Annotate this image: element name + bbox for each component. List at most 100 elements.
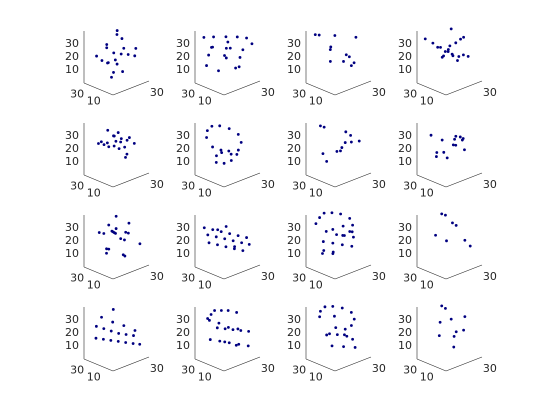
x-tick-label: 30 [372,362,386,375]
z-tick-label: 20 [287,142,301,155]
point [205,136,208,139]
point [102,337,105,341]
point [208,318,211,322]
x-tick-label: 30 [261,270,275,283]
point [231,328,235,331]
point [115,62,119,66]
point [112,71,115,74]
z-tick-label: 30 [398,313,412,326]
y-tick-label: 30 [292,88,306,101]
point [341,224,345,228]
point [219,148,223,152]
point [224,46,228,50]
point [460,138,464,142]
point [335,150,339,153]
z-tick-label: 30 [287,37,301,50]
point [224,245,228,249]
z-tick-label: 30 [398,129,412,142]
y-axis-line [194,82,225,96]
z-tick-label: 20 [65,234,79,247]
point [107,247,111,251]
point [330,344,334,348]
point [235,311,239,314]
point [218,124,222,128]
point [238,56,242,59]
point [454,143,458,147]
z-tick-label: 10 [176,247,190,260]
point [321,152,325,156]
point [105,43,109,46]
point [239,141,243,144]
z-tick-label: 20 [65,50,79,63]
point [442,150,446,154]
point [234,343,238,347]
point [349,133,352,137]
point [314,222,318,226]
x-axis-line [112,356,150,372]
point [345,334,349,338]
point [100,315,103,319]
z-tick-label: 10 [398,63,412,76]
point [443,50,447,53]
y-axis-line [194,174,225,188]
point [339,149,342,153]
y-tick-label: 10 [420,187,434,200]
z-tick-label: 20 [287,50,301,63]
z-tick-label: 10 [176,155,190,168]
point [234,66,238,70]
point [217,321,221,325]
x-axis-line [334,356,372,372]
point [453,137,456,141]
point [462,328,465,332]
point [462,35,465,39]
point [99,140,103,144]
point [111,308,115,311]
point [120,37,124,40]
point [313,33,317,37]
point [97,231,101,234]
point [339,212,342,216]
point [352,235,355,239]
z-tick-label: 20 [176,50,190,63]
z-tick-label: 20 [398,142,412,155]
point [202,36,206,39]
point [211,145,214,149]
point [227,325,230,329]
z-tick-label: 20 [176,326,190,339]
y-tick-label: 30 [292,272,306,285]
point [132,334,135,337]
point [439,45,442,49]
point [226,309,230,312]
point [250,42,254,46]
point [349,310,353,314]
point [331,228,335,231]
point [319,309,322,313]
point [213,309,216,312]
point [245,36,248,40]
point [318,315,322,319]
point [340,243,344,247]
y-tick-label: 10 [309,279,323,292]
z-tick-label: 30 [287,129,301,142]
point [446,48,450,51]
y-tick-label: 30 [70,88,84,101]
z-tick-label: 20 [65,142,79,155]
point [207,241,211,245]
point [344,130,348,134]
x-axis-line [445,80,483,96]
point [122,46,126,50]
z-tick-label: 10 [287,155,301,168]
z-tick-label: 30 [176,313,190,326]
point [211,45,214,49]
z-tick-label: 20 [398,234,412,247]
x-tick-label: 30 [372,86,386,99]
y-tick-label: 30 [70,180,84,193]
point [454,330,458,334]
y-axis-line [83,358,114,372]
y-tick-label: 30 [181,88,195,101]
point [431,41,435,45]
point [445,239,448,243]
